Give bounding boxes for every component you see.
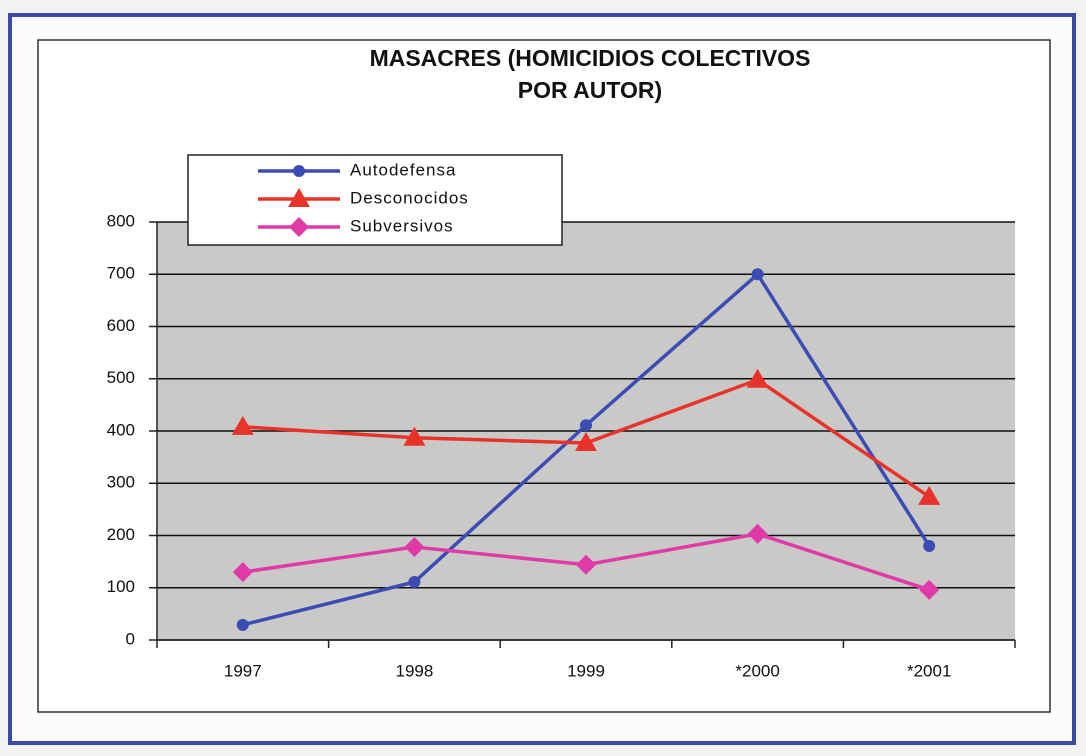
marker [919,579,940,600]
y-tick-label: 200 [107,525,135,544]
y-tick-label: 700 [107,264,135,283]
legend-label: Desconocidos [350,188,469,207]
marker [289,217,309,237]
y-tick-label: 400 [107,420,135,439]
y-tick-label: 100 [107,577,135,596]
legend-box [187,154,563,246]
marker [747,523,768,544]
marker [232,562,253,583]
marker [918,485,941,505]
x-tick-label: 1999 [567,661,605,680]
legend-label: Subversivos [350,216,454,235]
marker [751,268,764,281]
chart-title: POR AUTOR) [518,77,662,103]
y-tick-label: 600 [107,316,135,335]
marker [236,618,249,631]
marker [408,576,421,589]
x-tick-label: *2001 [907,661,951,680]
chart-title: MASACRES (HOMICIDIOS COLECTIVOS [370,45,811,71]
marker [746,368,769,388]
marker [293,165,305,177]
marker [404,536,425,557]
marker [288,188,310,207]
y-tick-label: 500 [107,368,135,387]
marker [580,419,592,432]
y-tick-label: 800 [107,211,135,230]
marker [576,554,596,575]
x-tick-label: *2000 [735,661,779,680]
marker [403,426,426,446]
x-tick-label: 1997 [224,661,262,680]
marker [923,539,936,552]
legend-label: Autodefensa [350,160,456,179]
marker [231,415,254,435]
y-tick-label: 300 [107,473,135,492]
x-tick-label: 1998 [395,661,433,680]
y-tick-label: 0 [126,629,135,648]
marker [575,432,597,452]
